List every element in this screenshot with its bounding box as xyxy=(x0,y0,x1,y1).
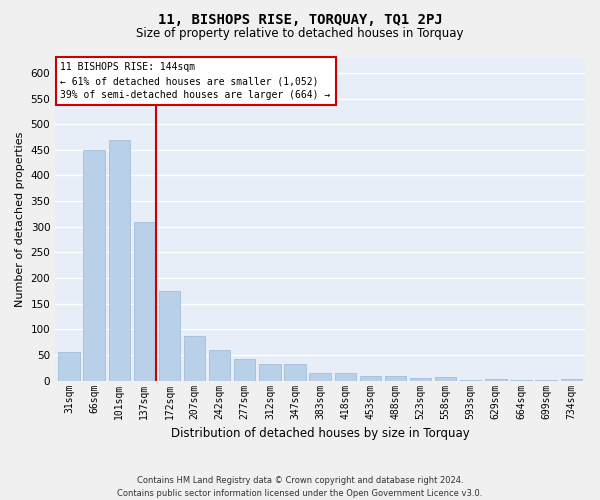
Text: Contains HM Land Registry data © Crown copyright and database right 2024.
Contai: Contains HM Land Registry data © Crown c… xyxy=(118,476,482,498)
Bar xyxy=(259,364,281,380)
Bar xyxy=(184,336,205,380)
Bar xyxy=(234,359,256,380)
Bar xyxy=(134,222,155,380)
Bar xyxy=(209,350,230,380)
Text: Size of property relative to detached houses in Torquay: Size of property relative to detached ho… xyxy=(136,28,464,40)
Bar xyxy=(385,376,406,380)
Bar xyxy=(335,374,356,380)
Bar xyxy=(58,352,80,380)
Bar xyxy=(359,376,381,380)
Text: 11 BISHOPS RISE: 144sqm
← 61% of detached houses are smaller (1,052)
39% of semi: 11 BISHOPS RISE: 144sqm ← 61% of detache… xyxy=(61,62,331,100)
X-axis label: Distribution of detached houses by size in Torquay: Distribution of detached houses by size … xyxy=(171,427,469,440)
Bar xyxy=(435,376,457,380)
Bar xyxy=(83,150,105,380)
Bar xyxy=(485,378,506,380)
Bar xyxy=(284,364,305,380)
Bar xyxy=(109,140,130,380)
Bar xyxy=(310,374,331,380)
Bar xyxy=(560,378,582,380)
Bar xyxy=(159,291,180,380)
Y-axis label: Number of detached properties: Number of detached properties xyxy=(15,132,25,307)
Bar xyxy=(410,378,431,380)
Text: 11, BISHOPS RISE, TORQUAY, TQ1 2PJ: 11, BISHOPS RISE, TORQUAY, TQ1 2PJ xyxy=(158,12,442,26)
